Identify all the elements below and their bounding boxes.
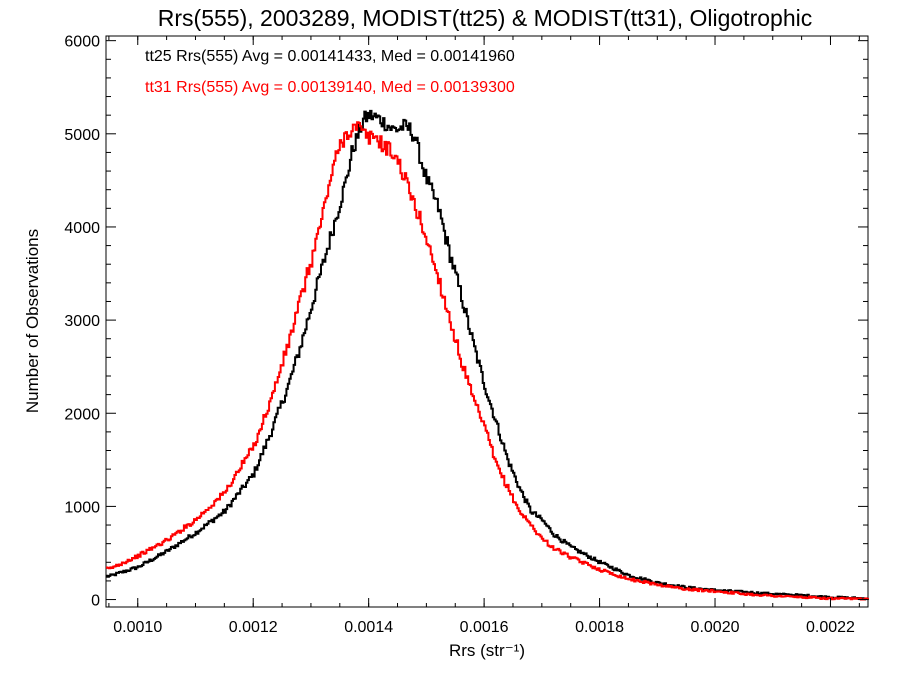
x-tick-label: 0.0020 [691,619,740,636]
x-tick-label: 0.0010 [113,619,162,636]
y-axis: 0 1000 2000 3000 4000 5000 6000 [64,34,868,610]
plot-frame [105,35,869,608]
y-tick-label: 1000 [64,499,100,516]
x-tick-label: 0.0018 [575,619,624,636]
x-tick-label: 0.0012 [229,619,278,636]
chart-title: Rrs(555), 2003289, MODIST(tt25) & MODIST… [158,5,812,31]
series-line-tt31 [106,121,869,601]
y-tick-label: 5000 [64,127,100,144]
series-line-tt25 [106,109,869,601]
legend-entry-tt25: tt25 Rrs(555) Avg = 0.00141433, Med = 0.… [145,48,515,65]
x-axis: 0.0010 0.0012 0.0014 0.0016 0.0018 0.0020 0.00… [108,36,860,636]
x-tick-label: 0.0014 [344,619,393,636]
y-tick-label: 0 [91,593,100,610]
x-tick-label: 0.0016 [460,619,509,636]
x-axis-label: Rrs (str⁻¹) [449,641,525,660]
legend-entry-tt31: tt31 Rrs(555) Avg = 0.00139140, Med = 0.… [145,79,515,96]
y-tick-label: 6000 [64,34,100,51]
y-tick-label: 4000 [64,220,100,237]
y-tick-label: 2000 [64,406,100,423]
series-layer [106,109,869,601]
y-tick-label: 3000 [64,313,100,330]
y-axis-label: Number of Observations [23,229,42,413]
x-tick-label: 0.0022 [806,619,855,636]
